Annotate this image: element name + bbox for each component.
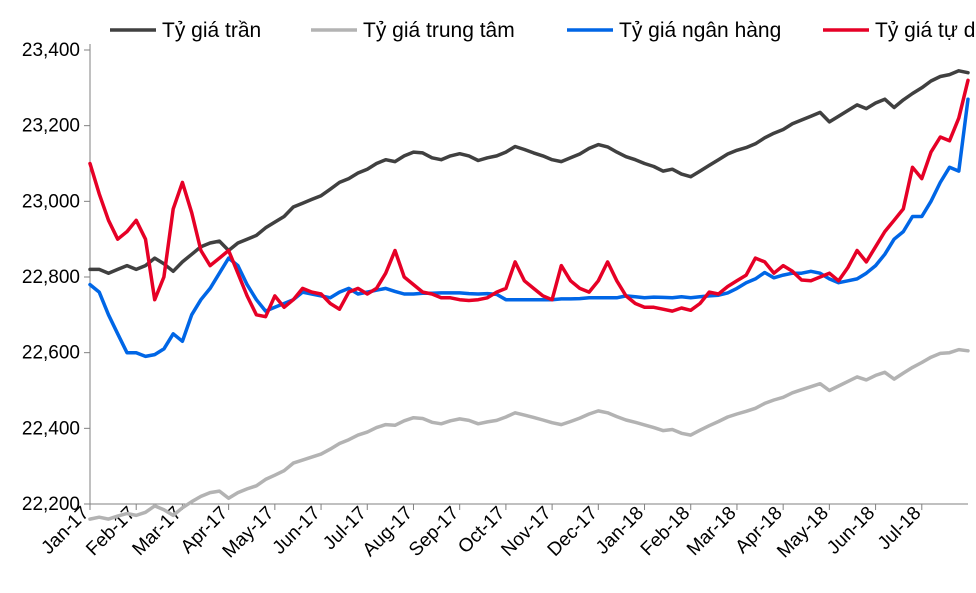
exchange-rate-chart: 22,20022,40022,60022,80023,00023,20023,4… xyxy=(0,0,976,593)
legend-label: Tỷ giá tự do xyxy=(875,19,976,42)
y-tick-label: 22,800 xyxy=(22,267,80,288)
y-tick-label: 23,200 xyxy=(22,116,80,137)
chart-svg: 22,20022,40022,60022,80023,00023,20023,4… xyxy=(0,0,976,593)
y-tick-label: 23,000 xyxy=(22,191,80,212)
y-tick-label: 22,600 xyxy=(22,343,80,364)
legend-label: Tỷ giá trần xyxy=(162,19,261,42)
legend-label: Tỷ giá ngân hàng xyxy=(619,19,781,42)
y-tick-label: 23,400 xyxy=(22,40,80,61)
y-tick-label: 22,400 xyxy=(22,418,80,439)
legend-label: Tỷ giá trung tâm xyxy=(363,19,515,42)
